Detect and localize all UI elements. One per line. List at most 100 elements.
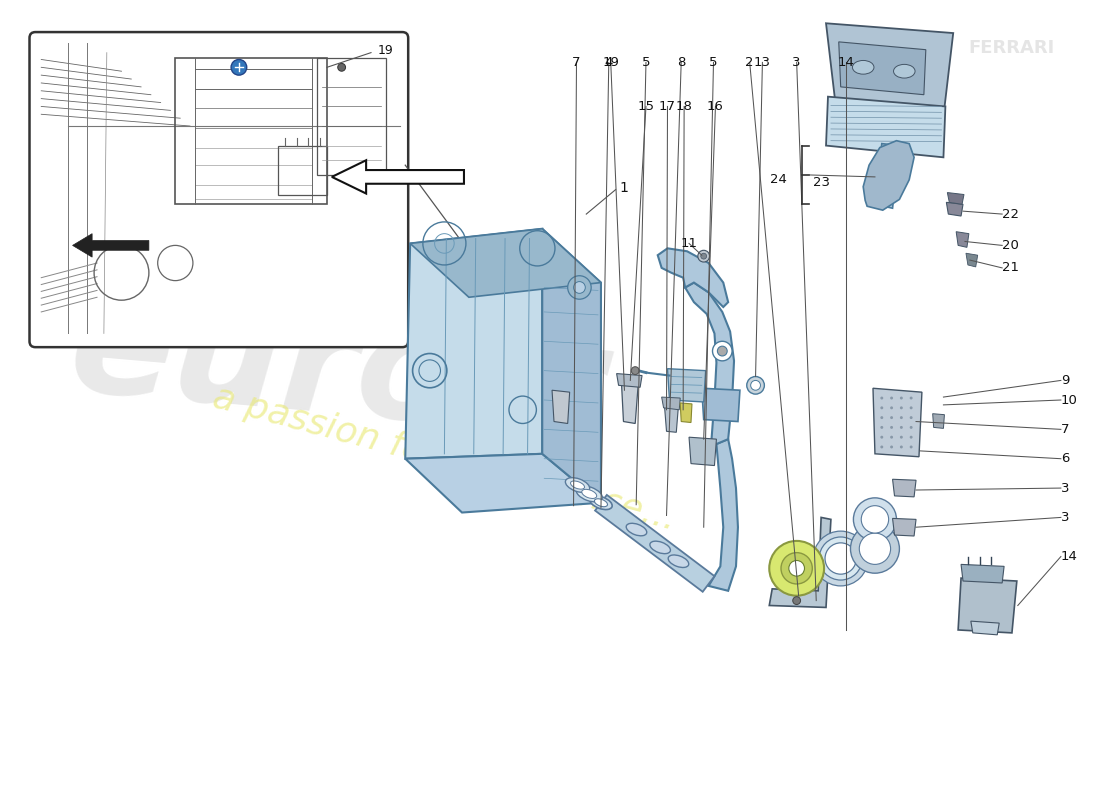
Circle shape (900, 426, 903, 429)
Ellipse shape (626, 523, 647, 536)
Ellipse shape (576, 486, 603, 502)
Text: 11: 11 (681, 237, 697, 250)
Polygon shape (595, 495, 715, 592)
Polygon shape (958, 578, 1016, 633)
Text: 2: 2 (746, 56, 754, 69)
Circle shape (850, 524, 900, 573)
Circle shape (880, 426, 883, 429)
Text: 23: 23 (813, 176, 830, 190)
Polygon shape (892, 479, 916, 497)
Circle shape (910, 446, 913, 449)
Text: 3: 3 (1060, 511, 1069, 524)
Polygon shape (769, 518, 830, 607)
Ellipse shape (571, 481, 584, 489)
Circle shape (793, 597, 801, 605)
Circle shape (568, 276, 591, 299)
Circle shape (880, 397, 883, 399)
Circle shape (781, 553, 812, 584)
Polygon shape (617, 374, 642, 387)
Circle shape (861, 506, 889, 533)
Text: 19: 19 (603, 56, 619, 69)
Circle shape (890, 406, 893, 410)
Polygon shape (826, 97, 945, 158)
Polygon shape (864, 141, 914, 210)
Text: 7: 7 (1060, 423, 1069, 436)
Ellipse shape (650, 541, 670, 554)
Circle shape (880, 436, 883, 438)
Text: 13: 13 (754, 56, 771, 69)
Polygon shape (873, 388, 922, 457)
Text: 18: 18 (675, 100, 693, 113)
Polygon shape (961, 564, 1004, 583)
Text: 22: 22 (1002, 207, 1019, 221)
Polygon shape (664, 407, 679, 432)
Text: 14: 14 (837, 56, 854, 69)
Polygon shape (826, 23, 954, 116)
Text: a passion for parts-since...: a passion for parts-since... (209, 380, 680, 537)
Polygon shape (689, 437, 716, 466)
Text: 4: 4 (605, 56, 613, 69)
Polygon shape (680, 403, 692, 422)
Circle shape (713, 342, 733, 361)
Polygon shape (405, 229, 542, 458)
Ellipse shape (590, 496, 613, 510)
Circle shape (900, 446, 903, 449)
Text: 3: 3 (1060, 482, 1069, 494)
Text: 3: 3 (792, 56, 801, 69)
Circle shape (910, 426, 913, 429)
Text: 14: 14 (1060, 550, 1078, 563)
Circle shape (854, 498, 896, 541)
Circle shape (890, 397, 893, 399)
Circle shape (910, 406, 913, 410)
Text: 7: 7 (572, 56, 581, 69)
Text: 10: 10 (1060, 394, 1078, 406)
Polygon shape (685, 282, 734, 444)
Circle shape (338, 63, 345, 71)
Circle shape (573, 282, 585, 294)
Text: 15: 15 (638, 100, 654, 113)
Text: eurofr: eurofr (64, 273, 609, 468)
Ellipse shape (582, 490, 596, 498)
Circle shape (880, 406, 883, 410)
Ellipse shape (852, 61, 874, 74)
Circle shape (697, 250, 710, 262)
Circle shape (880, 446, 883, 449)
Circle shape (910, 397, 913, 399)
Ellipse shape (668, 555, 689, 567)
Circle shape (631, 366, 639, 374)
Polygon shape (410, 229, 601, 298)
Polygon shape (946, 202, 962, 216)
Polygon shape (838, 42, 926, 94)
FancyBboxPatch shape (30, 32, 408, 347)
Polygon shape (971, 621, 999, 635)
Circle shape (859, 533, 891, 564)
Circle shape (900, 436, 903, 438)
Polygon shape (708, 439, 738, 591)
Polygon shape (552, 390, 570, 423)
Circle shape (910, 416, 913, 419)
Text: 1: 1 (619, 181, 628, 194)
Polygon shape (621, 383, 638, 423)
Polygon shape (702, 388, 740, 422)
Polygon shape (661, 397, 680, 410)
Circle shape (880, 416, 883, 419)
Polygon shape (956, 232, 969, 247)
Polygon shape (332, 160, 464, 194)
Circle shape (900, 397, 903, 399)
Text: 24: 24 (770, 174, 786, 186)
Circle shape (900, 406, 903, 410)
Polygon shape (542, 229, 601, 502)
Circle shape (820, 537, 862, 580)
Text: 17: 17 (659, 100, 676, 113)
Circle shape (769, 541, 824, 596)
Polygon shape (947, 193, 964, 204)
Text: 19: 19 (378, 44, 394, 57)
Text: 20: 20 (1002, 239, 1019, 252)
Ellipse shape (565, 478, 590, 493)
Circle shape (813, 531, 868, 586)
Text: 16: 16 (707, 100, 724, 113)
Polygon shape (668, 369, 706, 402)
Circle shape (890, 446, 893, 449)
Circle shape (750, 381, 760, 390)
Polygon shape (933, 414, 945, 428)
